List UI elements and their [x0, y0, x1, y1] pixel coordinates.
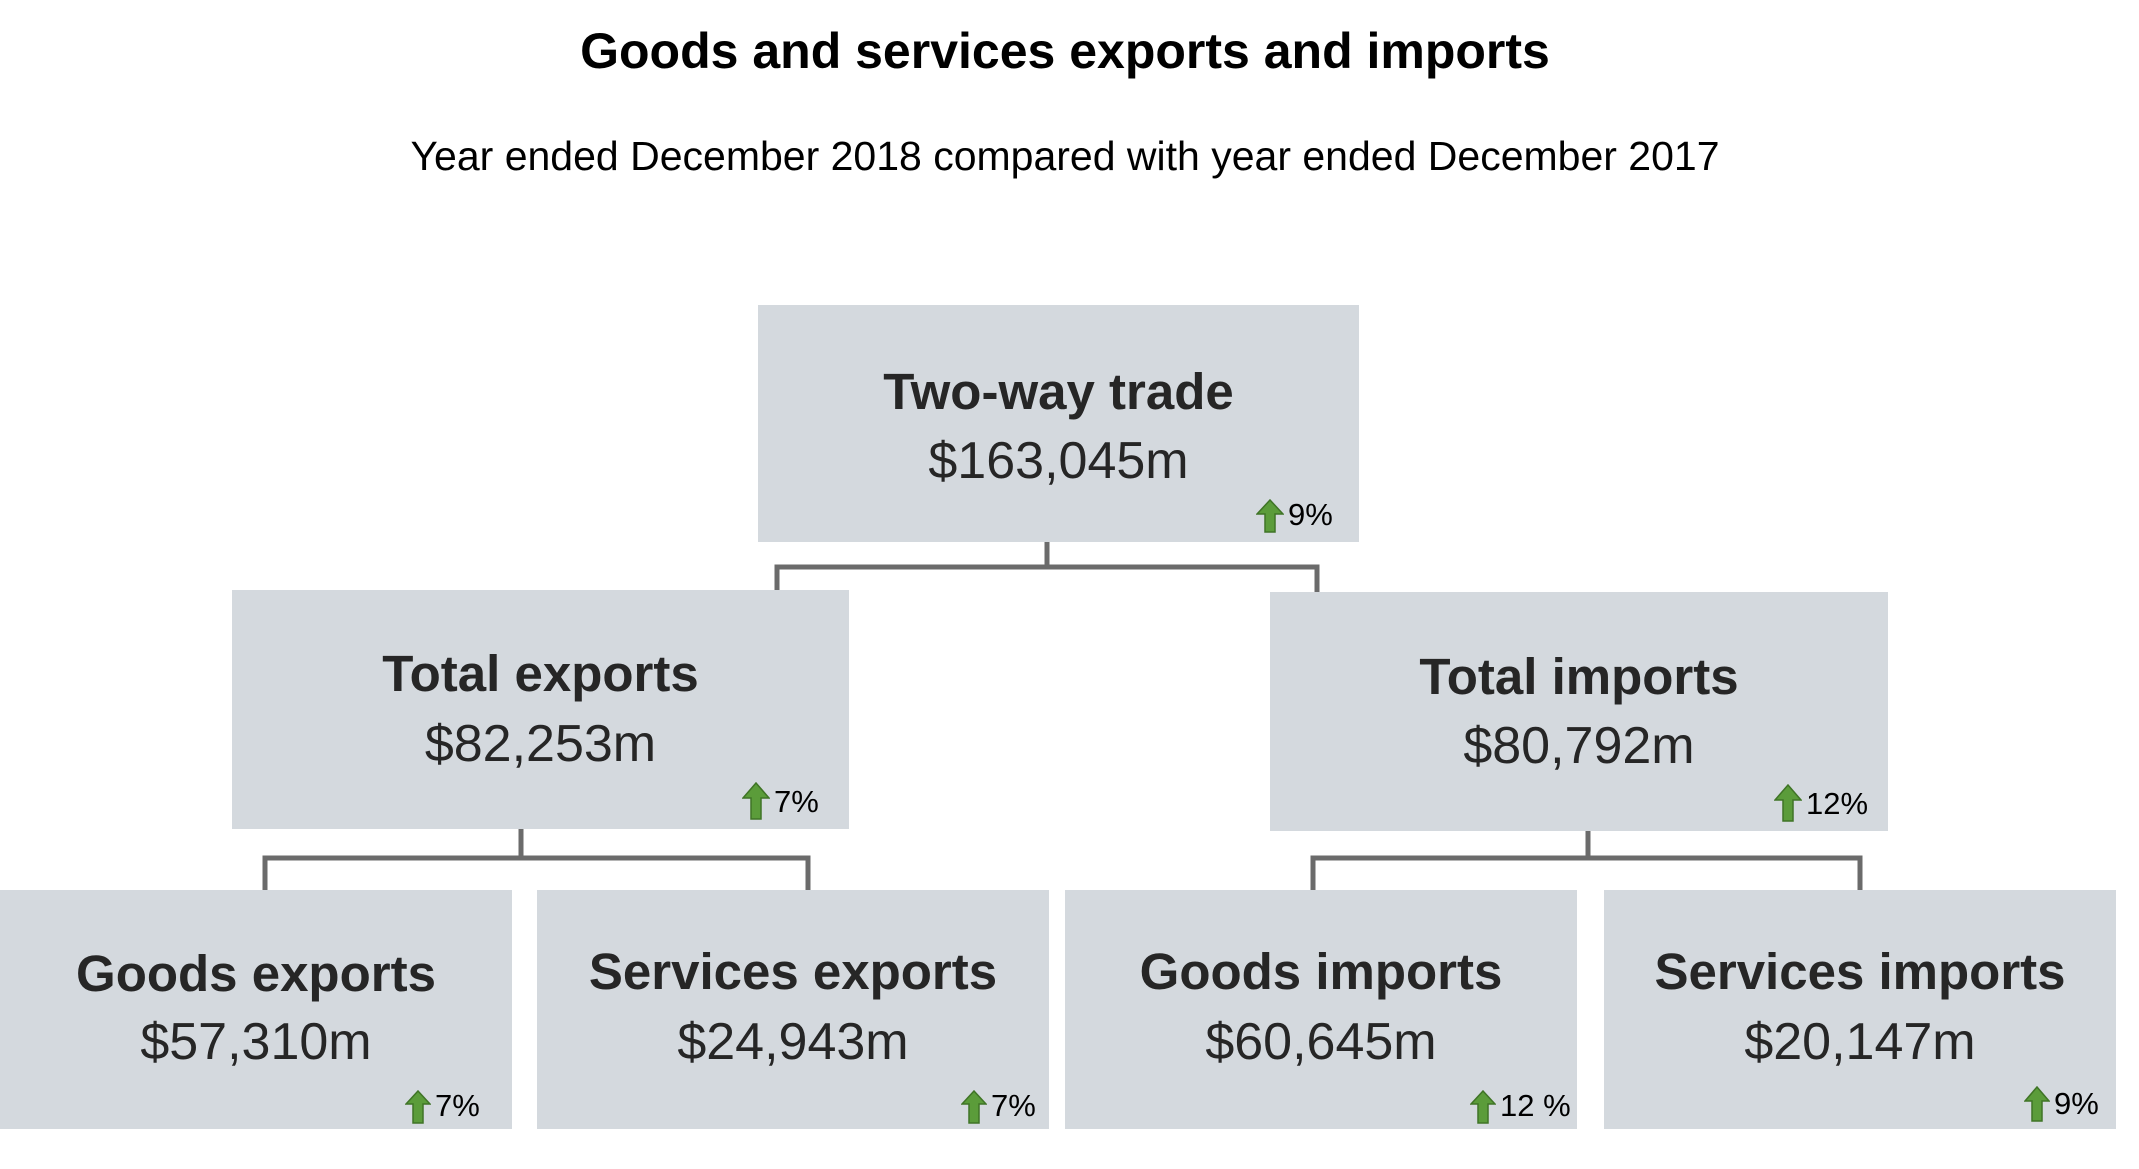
- up-arrow-icon: [1774, 784, 1802, 822]
- change-value: 12 %: [1500, 1088, 1571, 1123]
- node-total-exports: Total exports $82,253m 7%: [232, 590, 849, 829]
- node-label: Goods exports: [76, 945, 436, 1002]
- change-value: 12%: [1806, 786, 1869, 821]
- up-arrow-icon: [2024, 1086, 2050, 1122]
- node-value: $163,045m: [928, 432, 1189, 490]
- node-goods-exports: Goods exports $57,310m 7%: [0, 890, 512, 1129]
- node-value: $82,253m: [424, 715, 657, 773]
- node-value: $57,310m: [140, 1013, 372, 1071]
- node-total-imports: Total imports $80,792m 12%: [1270, 592, 1888, 831]
- up-arrow-icon: [1470, 1090, 1496, 1124]
- node-value: $60,645m: [1205, 1013, 1437, 1071]
- change-indicator: 7%: [742, 782, 819, 820]
- node-label: Two-way trade: [883, 363, 1234, 420]
- node-goods-imports: Goods imports $60,645m 12 %: [1065, 890, 1577, 1129]
- change-indicator: 12 %: [1470, 1088, 1571, 1124]
- node-value: $20,147m: [1744, 1013, 1976, 1071]
- node-label: Total imports: [1419, 648, 1739, 705]
- change-indicator: 7%: [961, 1088, 1036, 1124]
- diagram-title: Goods and services exports and imports: [580, 23, 1550, 79]
- node-services-exports: Services exports $24,943m 7%: [537, 890, 1049, 1129]
- node-label: Services imports: [1654, 943, 2066, 1000]
- node-label: Goods imports: [1139, 943, 1503, 1000]
- node-value: $24,943m: [677, 1013, 909, 1071]
- up-arrow-icon: [405, 1090, 431, 1124]
- up-arrow-icon: [1256, 499, 1284, 533]
- change-value: 9%: [2054, 1086, 2099, 1121]
- change-value: 7%: [991, 1088, 1036, 1123]
- change-indicator: 9%: [2024, 1086, 2099, 1122]
- change-value: 9%: [1288, 497, 1333, 532]
- node-label: Services exports: [588, 943, 998, 1000]
- change-indicator: 12%: [1774, 784, 1868, 822]
- node-value: $80,792m: [1463, 717, 1695, 775]
- up-arrow-icon: [742, 782, 770, 820]
- node-services-imports: Services imports $20,147m 9%: [1604, 890, 2116, 1129]
- change-value: 7%: [435, 1088, 480, 1123]
- change-indicator: 7%: [405, 1088, 480, 1124]
- change-value: 7%: [774, 784, 819, 819]
- node-label: Total exports: [382, 645, 699, 702]
- node-two-way-trade: Two-way trade $163,045m 9%: [758, 305, 1359, 542]
- up-arrow-icon: [961, 1090, 987, 1124]
- diagram-subtitle: Year ended December 2018 compared with y…: [410, 133, 1720, 179]
- change-indicator: 9%: [1256, 497, 1333, 533]
